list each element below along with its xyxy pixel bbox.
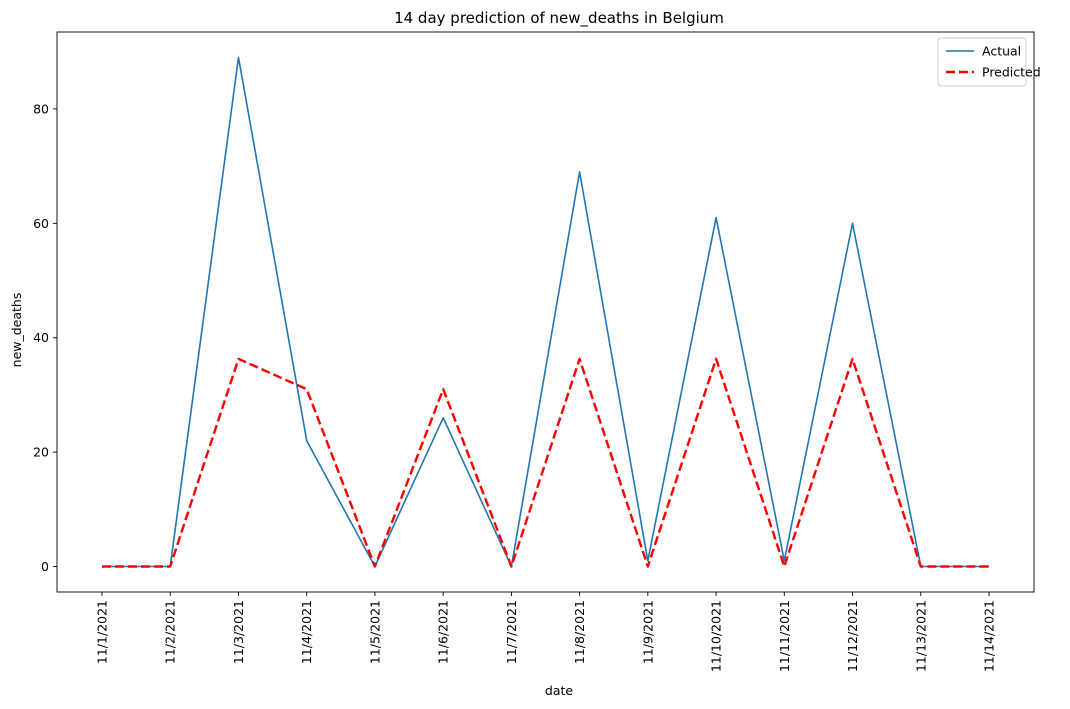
plot-area: [56, 31, 1035, 593]
x-tick-label: 11/10/2021: [709, 600, 724, 672]
x-tick-label: 11/6/2021: [436, 600, 451, 664]
x-tick-label: 11/5/2021: [367, 600, 382, 664]
x-axis-label: date: [545, 683, 573, 698]
x-tick-label: 11/4/2021: [299, 600, 314, 664]
y-tick-label: 80: [33, 101, 49, 116]
x-axis: 11/1/2021 11/2/2021 11/3/2021 11/4/2021 11/5…: [95, 592, 997, 672]
y-tick-label: 0: [41, 559, 49, 574]
legend: Actual Predicted: [937, 37, 1041, 87]
x-tick-label: 11/2/2021: [163, 600, 178, 664]
x-tick-label: 11/8/2021: [572, 600, 587, 664]
x-tick-label: 11/1/2021: [95, 600, 110, 664]
y-tick-label: 40: [33, 330, 49, 345]
x-tick-label: 11/12/2021: [845, 600, 860, 672]
series-lines: [102, 56, 989, 568]
chart-title: 14 day prediction of new_deaths in Belgi…: [394, 9, 724, 28]
y-axis: 0 20 40 60 80: [33, 101, 57, 574]
x-tick-label: 11/9/2021: [640, 600, 655, 664]
legend-label-predicted: Predicted: [982, 65, 1041, 80]
x-tick-label: 11/11/2021: [777, 600, 792, 672]
x-tick-label: 11/3/2021: [231, 600, 246, 664]
y-axis-label: new_deaths: [9, 293, 24, 368]
legend-label-actual: Actual: [982, 44, 1021, 59]
legend-box: [937, 37, 1027, 87]
y-tick-label: 20: [33, 445, 49, 460]
series-line-actual: [102, 56, 989, 568]
y-tick-label: 60: [33, 216, 49, 231]
x-tick-label: 11/14/2021: [982, 600, 997, 672]
series-line-predicted: [102, 357, 989, 568]
plot-frame: [56, 31, 1035, 593]
x-tick-label: 11/7/2021: [504, 600, 519, 664]
x-tick-label: 11/13/2021: [913, 600, 928, 672]
